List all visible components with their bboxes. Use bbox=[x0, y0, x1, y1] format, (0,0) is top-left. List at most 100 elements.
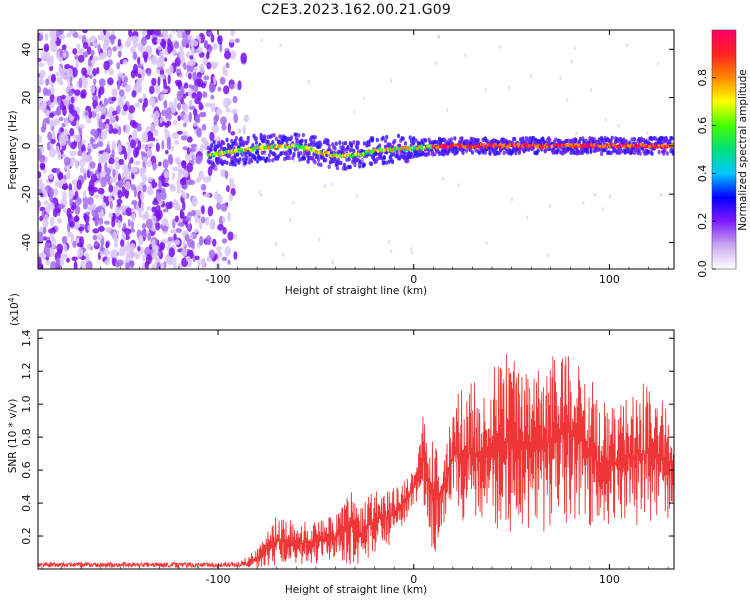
spectrogram-noise-cell bbox=[46, 100, 51, 106]
spectrogram-sparse-cell bbox=[264, 153, 267, 157]
spectrogram-cell bbox=[488, 150, 492, 156]
spectrogram-noise-cell bbox=[224, 50, 231, 60]
spectrogram-noise-cell bbox=[221, 256, 228, 261]
spectrogram-noise-cell bbox=[134, 102, 141, 108]
spectrogram-noise-cell bbox=[127, 145, 132, 155]
spectrogram-x-axis-label: Height of straight line (km) bbox=[285, 285, 427, 297]
spectrogram-noise-cell bbox=[62, 106, 67, 117]
spectrogram-noise-cell bbox=[191, 196, 198, 207]
spectrogram-noise-cell bbox=[61, 253, 68, 259]
spectrogram-noise-cell bbox=[195, 114, 201, 119]
spectrogram-sparse-cell bbox=[457, 183, 460, 188]
spectrogram-cell bbox=[389, 153, 393, 158]
spectrogram-noise-cell bbox=[49, 30, 57, 40]
spectrogram-cell bbox=[254, 140, 258, 145]
spectrogram-noise-cell bbox=[100, 31, 105, 41]
spectrogram-noise-cell bbox=[183, 82, 189, 89]
spectrogram-noise-cell bbox=[137, 140, 142, 151]
spectrogram-noise-cell bbox=[200, 143, 205, 153]
spectrogram-noise-cell bbox=[80, 89, 87, 98]
spectrogram-cell bbox=[662, 151, 666, 156]
spectrogram-noise-cell bbox=[182, 93, 187, 99]
spectrogram-sparse-cell bbox=[507, 85, 510, 90]
spectrogram-noise-cell bbox=[61, 44, 67, 51]
spectrogram-cell bbox=[231, 160, 235, 165]
spectrogram-noise-cell bbox=[56, 76, 63, 83]
spectrogram-noise-cell bbox=[217, 224, 224, 231]
spectrogram-cell bbox=[388, 142, 392, 147]
spectrogram-noise-cell bbox=[190, 37, 194, 48]
spectrogram-noise-cell bbox=[71, 179, 78, 186]
spectrogram-noise-cell bbox=[193, 228, 199, 234]
spectrogram-cell bbox=[317, 162, 321, 167]
spectrogram-x-tick-label: -100 bbox=[206, 273, 231, 286]
spectrogram-noise-cell bbox=[212, 124, 219, 134]
spectrogram-noise-cell bbox=[69, 128, 75, 137]
spectrogram-noise-cell bbox=[201, 205, 205, 215]
spectrogram-noise-cell bbox=[59, 50, 63, 58]
spectrogram-noise-cell bbox=[51, 73, 56, 83]
spectrogram-cell bbox=[402, 150, 406, 156]
spectrogram-noise-cell bbox=[143, 54, 148, 63]
spectrogram-noise-cell bbox=[67, 231, 73, 238]
spectrogram-noise-cell bbox=[137, 63, 143, 69]
spectrogram-sparse-cell bbox=[657, 61, 660, 66]
spectrogram-noise-cell bbox=[82, 77, 88, 89]
spectrogram-noise-cell bbox=[47, 131, 52, 141]
spectrogram-noise-cell bbox=[188, 99, 193, 107]
spectrogram-noise-cell bbox=[164, 57, 168, 62]
spectrogram-panel: -100 0 100 -40 -20 0 20 40 Height of straight … bbox=[7, 29, 675, 297]
spectrogram-noise-cell bbox=[41, 183, 46, 195]
spectrogram-noise-cell bbox=[104, 259, 110, 266]
spectrogram-noise-cell bbox=[129, 260, 135, 269]
spectrogram-noise-cell bbox=[86, 45, 92, 55]
spectrogram-cell bbox=[337, 160, 341, 166]
spectrogram-noise-cell bbox=[109, 176, 117, 184]
spectrogram-noise-cell bbox=[74, 134, 81, 143]
spectrogram-noise-cell bbox=[172, 184, 176, 191]
spectrogram-cell bbox=[477, 150, 482, 156]
spectrogram-noise-cell bbox=[174, 97, 178, 105]
spectrogram-noise-cell bbox=[100, 245, 104, 251]
spectrogram-noise-cell bbox=[165, 201, 172, 210]
spectrogram-noise-cell bbox=[158, 74, 166, 80]
spectrogram-noise-cell bbox=[118, 50, 122, 58]
spectrogram-cell bbox=[362, 141, 366, 146]
spectrogram-noise-cell bbox=[165, 149, 169, 155]
spectrogram-cell bbox=[395, 150, 399, 155]
spectrogram-cell bbox=[670, 136, 674, 141]
spectrogram-noise-cell bbox=[142, 161, 146, 167]
spectrogram-noise-cell bbox=[167, 43, 172, 55]
spectrogram-noise-cell bbox=[107, 77, 114, 86]
spectrogram-sparse-cell bbox=[293, 158, 296, 163]
spectrogram-noise-cell bbox=[183, 113, 190, 125]
spectrogram-noise-cell bbox=[57, 95, 61, 106]
spectrogram-noise-cell bbox=[174, 239, 180, 246]
spectrogram-noise-cell bbox=[161, 88, 169, 94]
snr-y-tick-label: 0.4 bbox=[20, 494, 33, 512]
spectrogram-noise-cell bbox=[93, 78, 97, 85]
spectrogram-noise-cell bbox=[60, 127, 64, 133]
spectrogram-noise-cell bbox=[92, 228, 100, 234]
spectrogram-sparse-cell bbox=[388, 240, 391, 244]
spectrogram-noise-cell bbox=[150, 55, 158, 65]
spectrogram-cell bbox=[233, 162, 237, 167]
spectrogram-noise-cell bbox=[178, 168, 183, 175]
spectrogram-noise-cell bbox=[208, 82, 215, 94]
spectrogram-noise-cell bbox=[50, 138, 56, 144]
spectrogram-noise-cell bbox=[220, 203, 228, 212]
spectrogram-cell bbox=[313, 160, 317, 165]
spectrogram-cell bbox=[333, 146, 337, 151]
spectrogram-sparse-cell bbox=[410, 247, 413, 252]
spectrogram-noise-cell bbox=[98, 122, 106, 131]
spectrogram-sparse-cell bbox=[434, 61, 437, 66]
spectrogram-noise-cell bbox=[90, 84, 96, 94]
spectrogram-y-tick-label: -40 bbox=[20, 233, 33, 251]
spectrogram-noise-cell bbox=[101, 151, 108, 163]
spectrogram-cell bbox=[461, 150, 465, 155]
spectrogram-noise-cell bbox=[216, 246, 222, 252]
spectrogram-sparse-cell bbox=[526, 215, 529, 220]
spectrogram-noise-cell bbox=[223, 85, 230, 95]
spectrogram-noise-cell bbox=[104, 220, 110, 225]
spectrogram-noise-cell bbox=[169, 65, 174, 75]
